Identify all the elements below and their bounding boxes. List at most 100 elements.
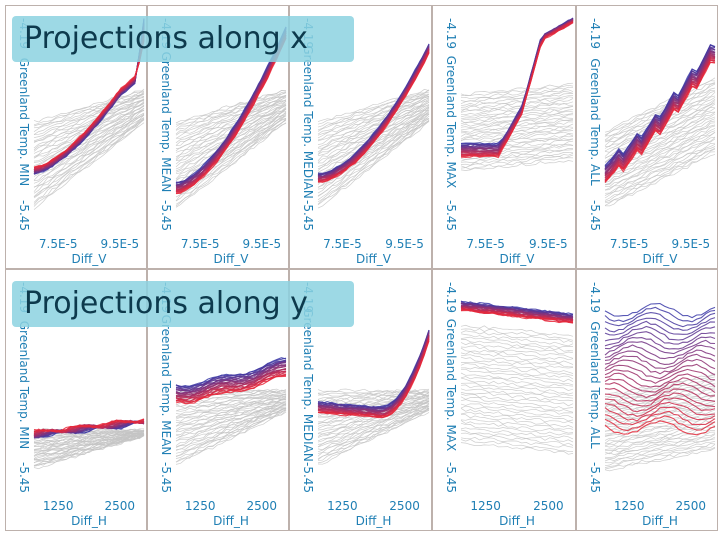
context-line bbox=[175, 403, 287, 439]
context-line bbox=[317, 100, 430, 155]
highlight-line bbox=[33, 418, 145, 432]
context-line bbox=[460, 89, 574, 102]
context-line bbox=[604, 142, 716, 196]
context-line bbox=[604, 148, 716, 202]
context-line bbox=[460, 101, 574, 113]
x-axis-title: Diff_V bbox=[642, 252, 678, 266]
y-bottom-label: -5.45 bbox=[444, 462, 458, 493]
context-line bbox=[33, 433, 145, 452]
context-line bbox=[175, 110, 287, 181]
context-line bbox=[175, 398, 287, 423]
context-line bbox=[317, 409, 430, 462]
y-top-label: -4.19 bbox=[588, 18, 602, 49]
x-tick-label: 7.5E-5 bbox=[323, 237, 362, 251]
context-line bbox=[175, 399, 287, 427]
context-line bbox=[33, 435, 145, 470]
highlight-line bbox=[175, 375, 287, 405]
y-axis-title: Greenland Temp. MAX bbox=[444, 56, 458, 188]
context-line bbox=[175, 407, 287, 448]
x-tick-label: 7.5E-5 bbox=[466, 237, 505, 251]
context-line bbox=[175, 389, 287, 394]
chart-svg: -4.19 -5.45 Greenland Temp. MAX 1250 2500Dif… bbox=[444, 282, 574, 528]
highlight-line bbox=[604, 420, 716, 436]
x-tick-label: 9.5E-5 bbox=[100, 237, 139, 251]
highlight-line bbox=[317, 45, 430, 176]
context-line bbox=[33, 104, 145, 167]
context-line bbox=[460, 422, 574, 436]
context-line bbox=[604, 413, 716, 437]
context-line bbox=[175, 92, 287, 131]
context-line bbox=[33, 95, 145, 139]
highlight-line bbox=[317, 52, 430, 183]
context-line bbox=[460, 154, 574, 168]
context-line bbox=[604, 423, 716, 447]
context-line bbox=[604, 83, 716, 141]
context-line bbox=[33, 118, 145, 205]
context-line bbox=[317, 104, 430, 161]
x-tick-label: 1250 bbox=[43, 499, 74, 513]
context-line bbox=[33, 96, 145, 143]
context-line bbox=[460, 333, 574, 347]
context-line bbox=[604, 82, 716, 137]
context-line bbox=[175, 99, 287, 152]
chart-svg: -4.19 -5.45 Greenland Temp. ALL 1250 2500Dif… bbox=[588, 282, 716, 528]
context-line bbox=[33, 431, 145, 444]
y-axis-title: Greenland Temp. MEDIAN bbox=[301, 45, 315, 199]
context-line bbox=[33, 109, 145, 181]
context-line bbox=[460, 439, 574, 452]
context-line bbox=[317, 97, 430, 145]
context-line bbox=[604, 443, 716, 467]
context-line bbox=[460, 418, 574, 430]
x-axis-title: Diff_H bbox=[499, 514, 535, 528]
highlight-line bbox=[604, 302, 716, 319]
context-line bbox=[33, 122, 145, 210]
context-line bbox=[604, 138, 716, 194]
context-line bbox=[461, 102, 574, 116]
highlight-line bbox=[604, 368, 716, 384]
highlight-line bbox=[604, 317, 716, 333]
y-bottom-label: -5.45 bbox=[588, 200, 602, 231]
context-line bbox=[317, 89, 430, 125]
x-tick-label: 1250 bbox=[614, 499, 645, 513]
context-line bbox=[175, 108, 287, 175]
context-line bbox=[33, 432, 145, 447]
context-line bbox=[604, 131, 716, 186]
highlight-line bbox=[604, 392, 716, 408]
x-tick-label: 1250 bbox=[185, 499, 216, 513]
context-line bbox=[604, 143, 716, 199]
highlight-line bbox=[604, 401, 716, 417]
context-line bbox=[317, 412, 430, 465]
context-line bbox=[461, 96, 574, 110]
context-line bbox=[460, 121, 574, 135]
context-line bbox=[175, 123, 287, 208]
y-bottom-label: -5.45 bbox=[17, 462, 31, 493]
context-line bbox=[604, 130, 716, 185]
context-line bbox=[33, 431, 145, 451]
y-axis-title: Greenland Temp. ALL bbox=[588, 58, 602, 186]
context-line bbox=[175, 403, 287, 437]
context-line bbox=[460, 95, 574, 108]
context-line bbox=[460, 330, 574, 343]
highlight-line bbox=[604, 353, 716, 370]
highlight-line bbox=[460, 18, 574, 152]
context-line bbox=[33, 435, 145, 467]
x-axis-title: Diff_V bbox=[213, 252, 249, 266]
context-line bbox=[460, 376, 574, 387]
context-line bbox=[175, 398, 287, 418]
context-line bbox=[604, 394, 716, 416]
context-line bbox=[604, 137, 716, 191]
highlight-line bbox=[604, 377, 716, 394]
context-line bbox=[604, 403, 716, 425]
context-line bbox=[33, 112, 145, 182]
context-line bbox=[175, 90, 287, 125]
x-axis-title: Diff_H bbox=[356, 514, 392, 528]
context-line bbox=[460, 403, 573, 415]
context-line bbox=[460, 384, 573, 396]
chart-panel: -4.19 -5.45 Greenland Temp. ALL 1250 2500 Dif… bbox=[576, 269, 718, 531]
context-line bbox=[175, 96, 287, 139]
context-line bbox=[175, 407, 287, 451]
context-line bbox=[604, 441, 716, 464]
highlight-line bbox=[317, 340, 430, 418]
context-line bbox=[604, 146, 716, 201]
